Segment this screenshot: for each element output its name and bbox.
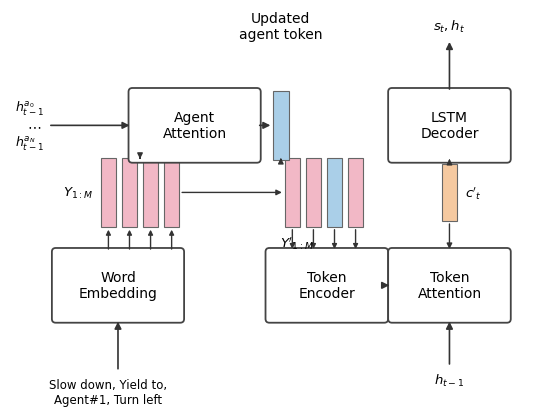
Text: Word
Embedding: Word Embedding [78,271,157,301]
Text: $h_{t-1}^{a_0}$: $h_{t-1}^{a_0}$ [15,100,44,118]
Text: LSTM
Decoder: LSTM Decoder [420,111,479,141]
FancyBboxPatch shape [388,248,511,323]
Text: Updated
agent token: Updated agent token [239,12,322,42]
Text: $h_{t-1}^{a_N}$: $h_{t-1}^{a_N}$ [15,134,44,152]
Text: Agent
Attention: Agent Attention [163,111,227,141]
Bar [143,159,158,228]
Text: Slow down, Yield to,
Agent#1, Turn left: Slow down, Yield to, Agent#1, Turn left [49,378,167,406]
Text: Token
Encoder: Token Encoder [299,271,355,301]
Bar [348,159,363,228]
Bar [327,159,342,228]
Text: $Y_{1:M}$: $Y_{1:M}$ [62,185,93,200]
Text: $s_t, h_t$: $s_t, h_t$ [433,19,465,35]
Bar [101,159,116,228]
FancyBboxPatch shape [52,248,184,323]
Text: $c'_t$: $c'_t$ [465,185,481,201]
Text: Token
Attention: Token Attention [417,271,481,301]
Text: $Y'_{1:M}$: $Y'_{1:M}$ [280,235,314,252]
FancyBboxPatch shape [129,89,261,163]
Bar [273,92,289,161]
Text: $h_{t-1}$: $h_{t-1}$ [434,372,465,388]
Bar [285,159,300,228]
Bar [306,159,321,228]
FancyBboxPatch shape [266,248,388,323]
Bar [122,159,137,228]
Bar [164,159,179,228]
Text: $\cdots$: $\cdots$ [27,119,41,133]
Bar [442,164,457,222]
FancyBboxPatch shape [388,89,511,163]
